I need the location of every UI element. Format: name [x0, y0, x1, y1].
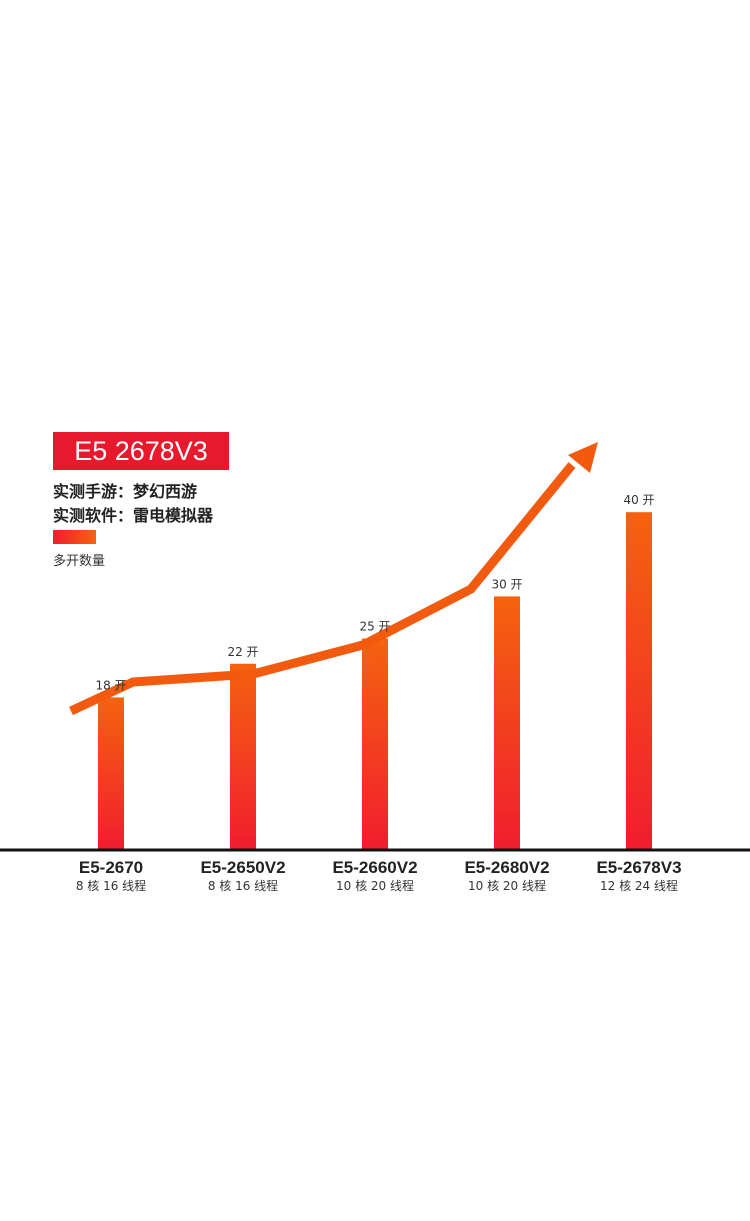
- cpu-badge: E5 2678V3: [53, 432, 229, 470]
- legend-label: 多开数量: [53, 554, 106, 569]
- legend-swatch: [53, 530, 96, 544]
- category-subtitle: 8 核 16 线程: [76, 878, 146, 893]
- bar-5: [626, 512, 652, 849]
- category-label: E5-2670: [79, 858, 143, 877]
- category-label: E5-2650V2: [200, 858, 285, 877]
- category-label: E5-2680V2: [464, 858, 549, 877]
- bar-3: [362, 638, 388, 849]
- category-subtitle: 8 核 16 线程: [208, 878, 278, 893]
- category-subtitle: 10 核 20 线程: [336, 878, 414, 893]
- data-label: 30 开: [491, 577, 522, 591]
- bar-2: [230, 663, 256, 849]
- data-label: 40 开: [623, 493, 654, 507]
- category-subtitle: 10 核 20 线程: [468, 878, 546, 893]
- category-label: E5-2660V2: [332, 858, 417, 877]
- data-label: 25 开: [359, 620, 390, 634]
- data-label: 22 开: [227, 645, 258, 659]
- test-software-label: 实测软件：雷电模拟器: [53, 506, 214, 525]
- test-game-label: 实测手游：梦幻西游: [53, 482, 198, 501]
- bar-4: [494, 596, 520, 849]
- trend-line: [69, 462, 576, 716]
- category-subtitle: 12 核 24 线程: [600, 878, 678, 893]
- category-label: E5-2678V3: [596, 858, 681, 877]
- data-label: 18 开: [95, 678, 126, 692]
- bar-1: [98, 697, 124, 849]
- trend-arrowhead: [568, 442, 598, 473]
